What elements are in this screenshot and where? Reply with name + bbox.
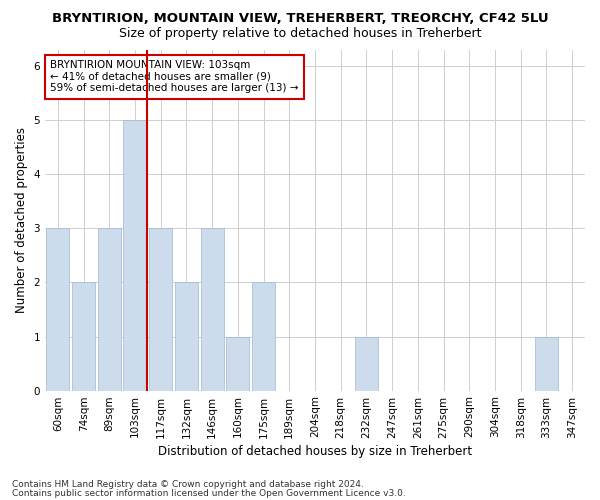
Text: Size of property relative to detached houses in Treherbert: Size of property relative to detached ho…: [119, 28, 481, 40]
Bar: [46, 228, 70, 390]
Text: BRYNTIRION, MOUNTAIN VIEW, TREHERBERT, TREORCHY, CF42 5LU: BRYNTIRION, MOUNTAIN VIEW, TREHERBERT, T…: [52, 12, 548, 26]
Bar: [98, 228, 121, 390]
Bar: [175, 282, 198, 391]
Bar: [200, 228, 224, 390]
Text: Contains HM Land Registry data © Crown copyright and database right 2024.: Contains HM Land Registry data © Crown c…: [12, 480, 364, 489]
Bar: [226, 336, 250, 390]
Bar: [252, 282, 275, 391]
Bar: [149, 228, 172, 390]
X-axis label: Distribution of detached houses by size in Treherbert: Distribution of detached houses by size …: [158, 444, 472, 458]
Text: Contains public sector information licensed under the Open Government Licence v3: Contains public sector information licen…: [12, 488, 406, 498]
Text: BRYNTIRION MOUNTAIN VIEW: 103sqm
← 41% of detached houses are smaller (9)
59% of: BRYNTIRION MOUNTAIN VIEW: 103sqm ← 41% o…: [50, 60, 299, 94]
Bar: [355, 336, 378, 390]
Bar: [535, 336, 558, 390]
Bar: [124, 120, 146, 390]
Bar: [72, 282, 95, 391]
Y-axis label: Number of detached properties: Number of detached properties: [15, 128, 28, 314]
